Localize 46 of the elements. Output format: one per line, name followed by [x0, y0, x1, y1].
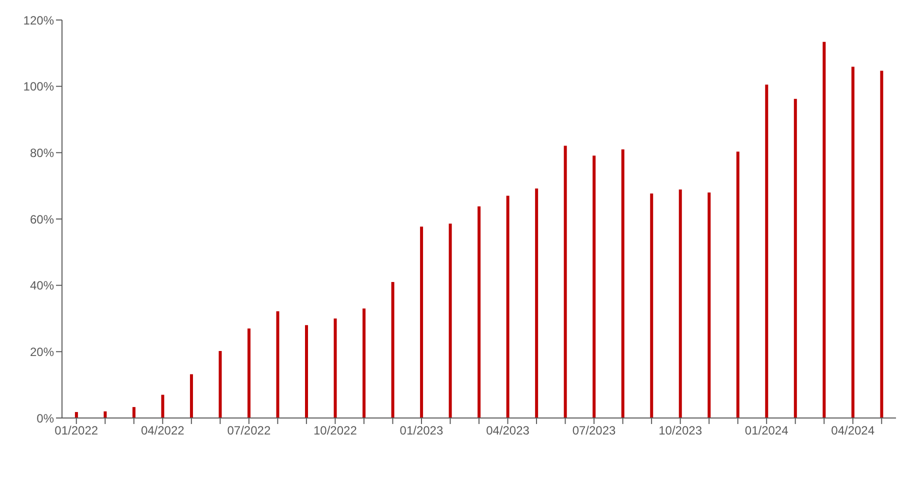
y-tick-label: 60% [30, 212, 54, 226]
bar [104, 411, 107, 418]
bar [334, 318, 337, 418]
bar [535, 188, 538, 418]
y-tick-label: 120% [23, 13, 54, 28]
x-tick-label: 07/2022 [227, 424, 271, 438]
bar [592, 156, 596, 418]
bar [276, 311, 280, 418]
bar [478, 206, 481, 418]
x-tick-label: 10/2023 [658, 424, 702, 438]
bar [564, 146, 567, 418]
x-tick-label: 04/2022 [140, 424, 185, 438]
bar [851, 66, 854, 418]
bar [420, 226, 424, 418]
bar [880, 70, 884, 418]
bar [74, 412, 78, 418]
bar [765, 84, 768, 418]
y-tick-label: 0% [36, 411, 54, 426]
bar [218, 351, 222, 418]
x-tick-label: 01/2023 [400, 424, 444, 438]
bar [506, 196, 510, 418]
bar [190, 374, 193, 418]
bar [708, 192, 711, 418]
bar [391, 282, 394, 418]
bar [794, 98, 797, 418]
x-tick-label: 01/2024 [744, 424, 789, 438]
bar [305, 325, 308, 418]
bar [621, 149, 624, 418]
x-tick-label: 01/2022 [54, 424, 98, 438]
y-tick-label: 100% [23, 80, 54, 94]
y-tick-label: 40% [30, 278, 54, 293]
x-tick-label: 10/2022 [314, 424, 358, 438]
bar [161, 394, 164, 418]
bar [132, 407, 136, 418]
x-tick-label: 04/2023 [486, 424, 530, 438]
bar [247, 328, 250, 418]
bar [362, 308, 366, 418]
bar [448, 224, 452, 418]
y-tick-label: 20% [30, 344, 54, 359]
x-tick-label: 07/2023 [572, 424, 616, 438]
x-tick-label: 04/2024 [831, 424, 875, 438]
bar [736, 152, 740, 418]
bar [650, 193, 654, 418]
y-tick-label: 80% [30, 146, 54, 160]
bar [678, 189, 682, 418]
bar [822, 42, 826, 418]
